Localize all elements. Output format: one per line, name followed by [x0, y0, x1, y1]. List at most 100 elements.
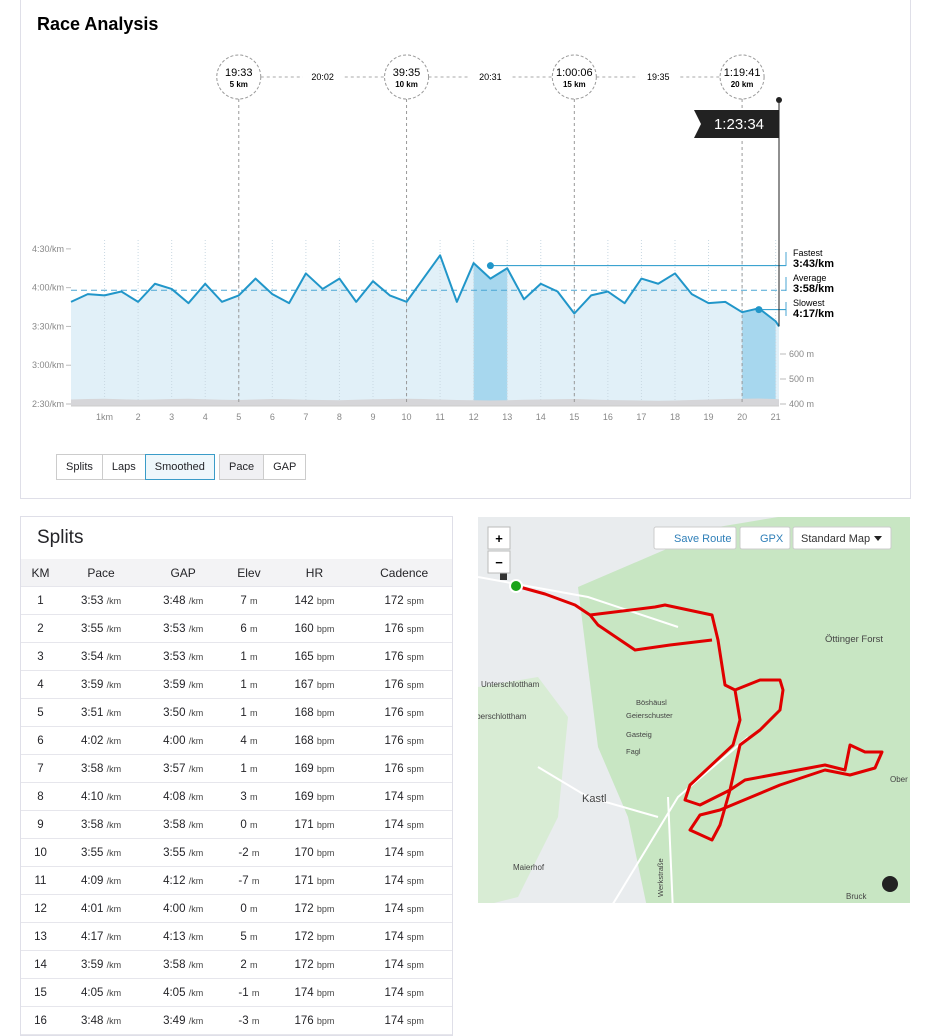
split-cell: 169 bpm	[274, 755, 356, 783]
x-tick-label: 1km	[96, 412, 113, 422]
split-cell: 176 spm	[355, 671, 453, 699]
info-icon[interactable]	[882, 876, 898, 892]
cell-value: 174	[384, 987, 403, 999]
checkpoint-distance: 5 km	[230, 80, 248, 89]
cell-unit: /km	[189, 960, 204, 970]
split-cell: 3	[21, 643, 60, 671]
cell-unit: /km	[107, 820, 122, 830]
cell-value: 176	[295, 1015, 314, 1027]
cell-value: 3:55	[163, 847, 185, 859]
split-cell: 172 spm	[355, 587, 453, 615]
place-label: Unterschlottham	[481, 680, 540, 689]
split-cell: 3:53 /km	[60, 587, 142, 615]
y2-tick-label: 500 m	[789, 374, 814, 384]
pace-chart: Race Analysis2:30/km3:00/km3:30/km4:00/k…	[0, 0, 930, 440]
cell-value: 3:58	[163, 959, 185, 971]
cell-value: 4	[37, 679, 43, 691]
x-tick-label: 4	[203, 412, 208, 422]
segment-time: 20:31	[479, 72, 502, 82]
cell-unit: m	[250, 680, 258, 690]
place-label: Gasteig	[626, 730, 652, 739]
split-cell: 4:05 /km	[142, 979, 224, 1007]
split-cell: 4:10 /km	[60, 783, 142, 811]
pace-button[interactable]: Pace	[219, 454, 264, 480]
split-cell: 13	[21, 923, 60, 951]
split-cell: 4:17 /km	[60, 923, 142, 951]
splits-button[interactable]: Splits	[56, 454, 103, 480]
split-cell: 10	[21, 839, 60, 867]
checkpoint-time: 1:19:41	[724, 67, 761, 79]
place-label: Kastl	[582, 793, 606, 805]
cell-value: 3	[37, 651, 43, 663]
split-cell: 171 bpm	[274, 811, 356, 839]
split-cell: 3:50 /km	[142, 699, 224, 727]
cell-value: 3:53	[81, 595, 103, 607]
cell-value: 3:49	[163, 1015, 185, 1027]
split-cell: 160 bpm	[274, 615, 356, 643]
cell-value: 176	[384, 735, 403, 747]
cell-value: 1	[240, 679, 246, 691]
split-cell: 4:08 /km	[142, 783, 224, 811]
cell-value: 3:51	[81, 707, 103, 719]
place-label: Öttinger Forst	[825, 634, 883, 645]
laps-button[interactable]: Laps	[102, 454, 146, 480]
cell-value: 174	[384, 847, 403, 859]
cell-value: 11	[35, 875, 47, 887]
cell-value: 1	[240, 763, 246, 775]
view-toggle: Splits Laps Smoothed	[57, 454, 215, 480]
cell-value: 9	[37, 819, 43, 831]
cell-unit: spm	[407, 764, 424, 774]
cell-unit: bpm	[317, 988, 335, 998]
cell-value: 1	[240, 651, 246, 663]
place-label: Oberschlottham	[478, 712, 527, 721]
cell-value: 3:59	[163, 679, 185, 691]
cell-unit: bpm	[317, 764, 335, 774]
cell-value: 1	[37, 595, 43, 607]
split-cell: 3 m	[224, 783, 273, 811]
cell-unit: m	[250, 596, 258, 606]
segment-time: 20:02	[311, 72, 334, 82]
column-header: KM	[21, 559, 60, 587]
cell-value: 170	[295, 847, 314, 859]
y-tick-label: 4:00/km	[32, 283, 64, 293]
smoothed-button[interactable]: Smoothed	[145, 454, 215, 480]
y2-tick-label: 600 m	[789, 349, 814, 359]
cell-value: 8	[37, 791, 43, 803]
split-cell: 3:55 /km	[142, 839, 224, 867]
cell-value: 174	[384, 1015, 403, 1027]
cell-unit: /km	[107, 764, 122, 774]
cell-unit: bpm	[317, 904, 335, 914]
cell-unit: /km	[189, 764, 204, 774]
cell-unit: m	[250, 624, 258, 634]
cell-value: 3	[240, 791, 246, 803]
split-cell: 174 spm	[355, 979, 453, 1007]
split-cell: 172 bpm	[274, 923, 356, 951]
cell-value: 172	[295, 903, 314, 915]
cell-value: 174	[384, 875, 403, 887]
split-cell: 3:58 /km	[142, 951, 224, 979]
split-cell: 0 m	[224, 895, 273, 923]
cell-value: 174	[384, 903, 403, 915]
cell-value: 0	[240, 819, 246, 831]
split-cell: 5 m	[224, 923, 273, 951]
split-cell: 3:58 /km	[142, 811, 224, 839]
gap-button[interactable]: GAP	[263, 454, 306, 480]
cell-unit: /km	[189, 820, 204, 830]
split-cell: 172 bpm	[274, 951, 356, 979]
split-cell: 172 bpm	[274, 895, 356, 923]
segment-time: 19:35	[647, 72, 670, 82]
cell-unit: m	[250, 820, 258, 830]
split-cell: 0 m	[224, 811, 273, 839]
cell-unit: /km	[189, 1016, 204, 1026]
cell-value: 3:48	[163, 595, 185, 607]
metric-toggle: Pace GAP	[220, 454, 306, 480]
cell-unit: m	[252, 876, 260, 886]
cell-unit: m	[252, 1016, 260, 1026]
